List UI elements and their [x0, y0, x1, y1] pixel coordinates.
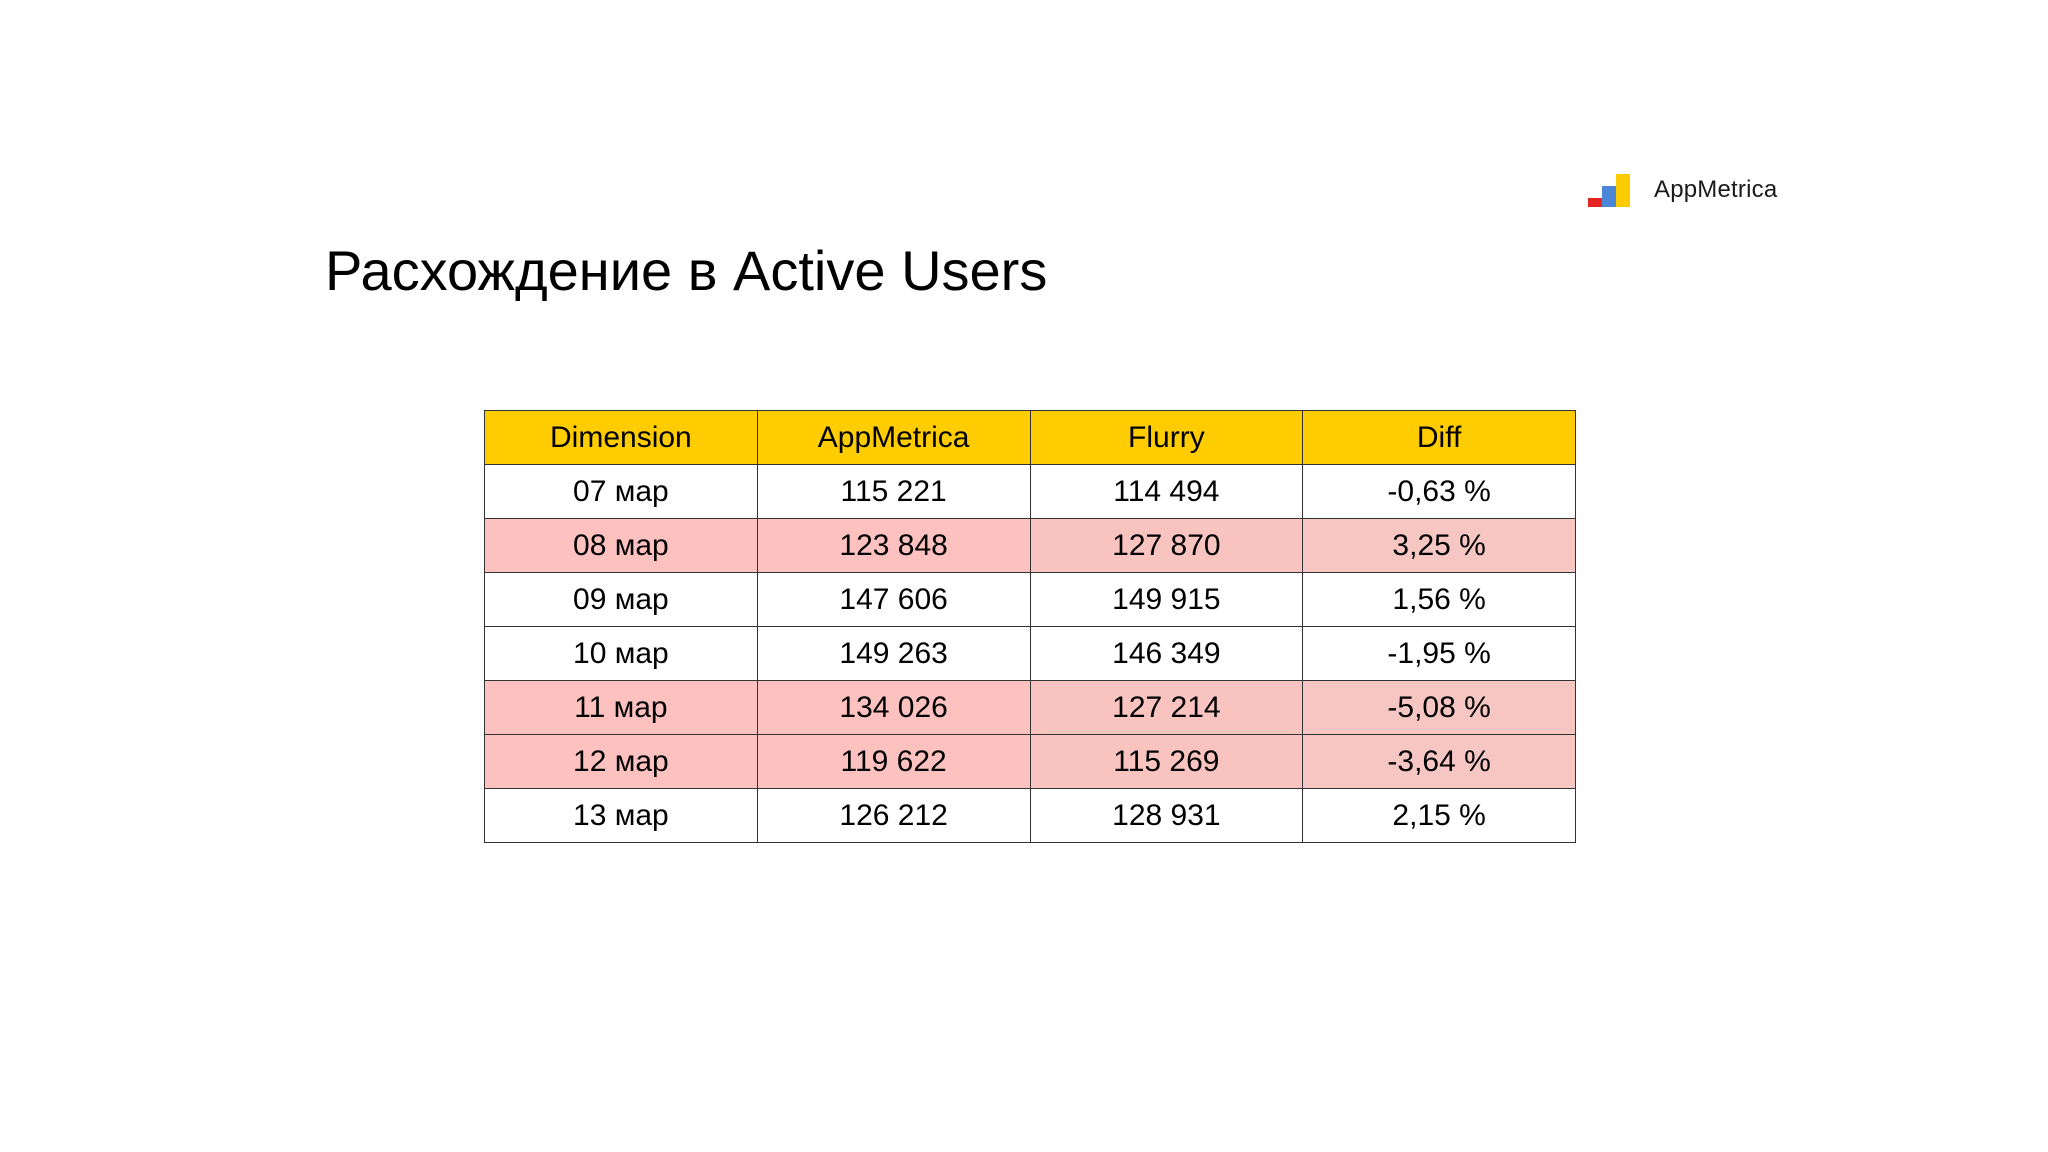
cell-flurry: 146 349 — [1029, 626, 1304, 681]
cell-diff: -0,63 % — [1302, 464, 1576, 519]
cell-diff: -1,95 % — [1302, 626, 1576, 681]
table-row: 13 мар 126 212 128 931 2,15 % — [484, 788, 1576, 843]
cell-appmetrica: 134 026 — [756, 680, 1031, 735]
cell-flurry: 115 269 — [1029, 734, 1304, 789]
appmetrica-logo: AppMetrica — [1588, 170, 1777, 210]
cell-dimension: 10 мар — [484, 626, 758, 681]
cell-flurry: 128 931 — [1029, 788, 1304, 843]
cell-dimension: 07 мар — [484, 464, 758, 519]
cell-appmetrica: 123 848 — [756, 518, 1031, 573]
cell-diff: -3,64 % — [1302, 734, 1576, 789]
logo-bar-blue — [1602, 186, 1617, 207]
header-appmetrica: AppMetrica — [756, 410, 1031, 465]
cell-appmetrica: 147 606 — [756, 572, 1031, 627]
cell-flurry: 149 915 — [1029, 572, 1304, 627]
cell-dimension: 13 мар — [484, 788, 758, 843]
cell-dimension: 09 мар — [484, 572, 758, 627]
cell-appmetrica: 149 263 — [756, 626, 1031, 681]
logo-bar-red — [1588, 198, 1604, 207]
cell-dimension: 08 мар — [484, 518, 758, 573]
table-row: 10 мар 149 263 146 349 -1,95 % — [484, 626, 1576, 681]
cell-flurry: 127 870 — [1029, 518, 1304, 573]
cell-dimension: 12 мар — [484, 734, 758, 789]
table-body: 07 мар 115 221 114 494 -0,63 % 08 мар 123 848… — [484, 464, 1576, 843]
cell-appmetrica: 126 212 — [756, 788, 1031, 843]
cell-flurry: 127 214 — [1029, 680, 1304, 735]
table-header: Dimension AppMetrica Flurry Diff — [484, 410, 1576, 465]
cell-diff: -5,08 % — [1302, 680, 1576, 735]
table-row: 08 мар 123 848 127 870 3,25 % — [484, 518, 1576, 573]
table-header-row: Dimension AppMetrica Flurry Diff — [484, 410, 1576, 465]
header-dimension: Dimension — [484, 410, 758, 465]
cell-dimension: 11 мар — [484, 680, 758, 735]
logo-text: AppMetrica — [1654, 176, 1778, 203]
logo-bar-yellow — [1616, 174, 1630, 207]
cell-flurry: 114 494 — [1029, 464, 1304, 519]
table-row: 09 мар 147 606 149 915 1,56 % — [484, 572, 1576, 627]
slide-title: Расхождение в Active Users — [325, 239, 1048, 302]
table-row: 11 мар 134 026 127 214 -5,08 % — [484, 680, 1576, 735]
cell-diff: 2,15 % — [1302, 788, 1576, 843]
cell-appmetrica: 115 221 — [756, 464, 1031, 519]
table-row: 12 мар 119 622 115 269 -3,64 % — [484, 734, 1576, 789]
appmetrica-bars-icon — [1588, 173, 1632, 207]
header-flurry: Flurry — [1029, 410, 1304, 465]
header-diff: Diff — [1302, 410, 1576, 465]
active-users-table: Dimension AppMetrica Flurry Diff 07 мар 1… — [484, 410, 1576, 843]
cell-diff: 1,56 % — [1302, 572, 1576, 627]
table-row: 07 мар 115 221 114 494 -0,63 % — [484, 464, 1576, 519]
cell-appmetrica: 119 622 — [756, 734, 1031, 789]
cell-diff: 3,25 % — [1302, 518, 1576, 573]
